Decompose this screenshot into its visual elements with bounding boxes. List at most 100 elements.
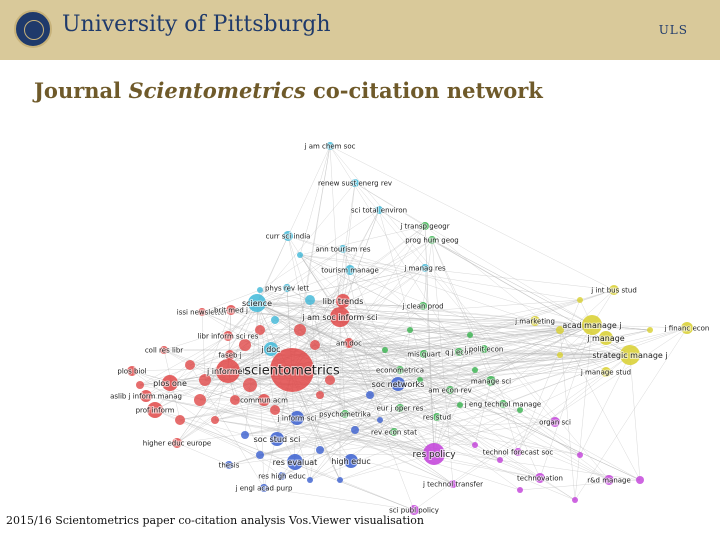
network-node-libr-inform-sci-res <box>223 331 233 341</box>
network-node-rev-econ-stat <box>390 428 398 436</box>
network-edge <box>179 419 261 456</box>
network-node-curr-sci-india <box>283 231 293 241</box>
network-edge <box>354 182 556 423</box>
network-edge <box>422 239 433 307</box>
network-edge <box>227 370 476 446</box>
network-edge <box>296 383 399 419</box>
network-label-res-evaluat: res evaluat <box>273 458 318 467</box>
network-edge <box>409 329 631 356</box>
network-node-unlabelled <box>337 477 343 483</box>
title-suffix: co-citation network <box>305 78 543 103</box>
network-label-j-marketing: j marketing <box>514 317 555 325</box>
network-node-j-eng-technol-manage <box>499 400 507 408</box>
network-label-technovation: technovation <box>517 474 563 482</box>
network-edge <box>163 348 272 351</box>
network-edge <box>227 344 316 372</box>
network-labels: j am chem soc renew sust energ rev sci tot… <box>109 141 710 515</box>
network-label-manage-sci: manage sci <box>471 377 511 385</box>
network-label-eur-j-oper-res: eur j oper res <box>377 404 424 412</box>
network-label-curr-sci-india: curr sci india <box>266 232 311 240</box>
network-edge <box>431 239 593 326</box>
network-node-unlabelled <box>257 287 263 293</box>
network-node-manage-sci <box>486 376 496 386</box>
network-edge <box>131 370 283 477</box>
network-node-strategic-manage-j <box>620 345 640 365</box>
network-edge <box>339 316 371 396</box>
network-edge <box>234 399 521 491</box>
network-label-faseb-j: faseb j <box>218 351 241 359</box>
network-edge <box>163 267 426 351</box>
network-label-j-financ-econ: j financ econ <box>664 324 710 332</box>
network-edge <box>348 342 561 356</box>
network-edge <box>369 353 425 396</box>
network-edge <box>378 209 438 418</box>
network-edge <box>309 354 631 481</box>
network-label-j-manage-stud: j manage stud <box>580 368 631 376</box>
network-node-j-transp-geogr <box>421 222 429 230</box>
network-edge <box>299 329 521 491</box>
network-edge <box>433 289 615 455</box>
network-edge <box>139 335 229 386</box>
network-edge <box>354 182 593 326</box>
network-edge <box>409 329 610 481</box>
network-node-unlabelled <box>199 374 211 386</box>
title-journal: Scientometrics <box>128 78 306 103</box>
network-label-prog-hum-geog: prog hum geog <box>405 236 459 244</box>
network-node-libr-trends <box>336 294 350 308</box>
network-edge <box>299 145 331 256</box>
network-node-plos-biol <box>127 366 137 376</box>
network-edge <box>259 329 399 385</box>
network-node-unlabelled <box>297 252 303 258</box>
title-prefix: Journal <box>34 78 129 103</box>
network-nodes <box>127 142 693 515</box>
network-node-unlabelled <box>557 352 563 358</box>
network-edge <box>256 145 331 304</box>
network-label-r-d-manage: r&d manage <box>587 476 631 484</box>
network-label-j-int-bus-stud: j int bus stud <box>590 286 637 294</box>
network-edge <box>433 369 476 455</box>
network-edge <box>256 302 311 481</box>
network-node-sci-total-environ <box>375 206 383 214</box>
network-edge <box>339 453 435 481</box>
network-edge <box>319 324 593 451</box>
network-node-renew-sust-energ-rev <box>351 179 359 187</box>
network-edge <box>163 349 191 366</box>
network-edge <box>629 354 641 481</box>
network-edge <box>227 369 476 372</box>
network-edge <box>154 409 246 436</box>
network-node-unlabelled <box>457 402 463 408</box>
network-edge <box>436 416 476 446</box>
network-edge <box>339 299 581 318</box>
network-node-prof-inform <box>147 402 163 418</box>
network-label-soc-networks: soc networks <box>372 380 425 389</box>
network-node-thesis <box>225 461 233 469</box>
network-node-unlabelled <box>325 375 335 385</box>
network-edge <box>227 353 425 372</box>
network-edge <box>354 421 556 431</box>
network-edge <box>354 329 411 431</box>
network-label-organ-sci: organ sci <box>539 418 571 426</box>
network-edge <box>299 254 341 318</box>
network-edge <box>259 327 688 456</box>
network-edge <box>539 324 593 479</box>
network-edge <box>342 300 386 351</box>
network-label-mis-quart: mis quart <box>407 350 441 358</box>
network-edge <box>287 235 593 326</box>
network-node-plos-one <box>162 375 178 391</box>
network-edge <box>145 395 541 479</box>
network-node-commun-acm <box>258 394 270 406</box>
network-node-res-policy <box>423 443 445 465</box>
network-edge <box>256 302 610 481</box>
network-edge <box>274 316 341 321</box>
network-edge <box>319 394 576 501</box>
network-label-coll-res-libr: coll res libr <box>145 346 183 354</box>
network-label-res-stud: res stud <box>423 413 451 421</box>
network-node-j-financ-econ <box>681 322 693 334</box>
network-edge <box>397 354 561 385</box>
network-label-sci-total-environ: sci total environ <box>351 206 407 214</box>
network-edge <box>256 302 341 318</box>
network-edge <box>339 316 581 456</box>
network-edge <box>259 453 435 456</box>
network-edge <box>291 320 536 371</box>
network-edge <box>263 399 296 463</box>
